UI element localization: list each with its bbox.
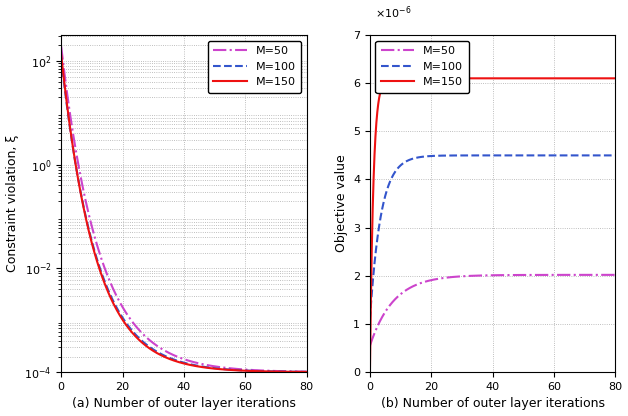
M=150 (200, 365, 207, 370)
M=150 (381, 79, 389, 84)
M=150 (553, 76, 560, 81)
M=100 (366, 317, 374, 322)
M=50 (509, 272, 516, 277)
M=150 (57, 52, 65, 57)
M=100 (269, 369, 276, 374)
X-axis label: (b) Number of outer layer iterations: (b) Number of outer layer iterations (381, 397, 605, 411)
M=100 (578, 153, 585, 158)
Line: M=100: M=100 (61, 58, 306, 372)
M=150 (612, 76, 619, 81)
M=100 (612, 153, 619, 158)
M=50 (244, 367, 251, 372)
M=150 (303, 369, 310, 374)
M=150 (214, 366, 221, 371)
M=150 (244, 368, 251, 373)
Line: M=150: M=150 (370, 78, 615, 372)
M=100 (303, 369, 310, 374)
M=100 (207, 365, 214, 370)
Y-axis label: Objective value: Objective value (335, 155, 347, 253)
M=100 (214, 366, 221, 371)
M=150 (72, 166, 80, 171)
M=50 (522, 272, 530, 277)
M=50 (214, 364, 221, 369)
M=50 (552, 272, 560, 277)
M=100 (381, 194, 389, 199)
Text: $\times10^{-6}$: $\times10^{-6}$ (375, 5, 411, 22)
M=100 (244, 368, 251, 373)
Line: M=150: M=150 (61, 54, 306, 372)
M=50 (381, 310, 389, 315)
Line: M=50: M=50 (370, 275, 615, 346)
M=150 (493, 76, 501, 81)
M=100 (72, 166, 80, 171)
M=50 (200, 362, 207, 367)
Y-axis label: Constraint violation, ξ: Constraint violation, ξ (6, 135, 19, 272)
M=150 (366, 370, 374, 375)
M=50 (207, 363, 214, 368)
M=50 (366, 343, 374, 348)
M=50 (57, 44, 65, 49)
Line: M=100: M=100 (370, 156, 615, 319)
M=100 (515, 153, 522, 158)
M=100 (552, 153, 560, 158)
X-axis label: (a) Number of outer layer iterations: (a) Number of outer layer iterations (72, 397, 296, 411)
M=150 (523, 76, 531, 81)
M=50 (303, 369, 310, 374)
M=150 (578, 76, 585, 81)
M=100 (200, 364, 207, 369)
Legend: M=50, M=100, M=150: M=50, M=100, M=150 (376, 40, 469, 93)
M=150 (207, 366, 214, 371)
M=100 (509, 153, 516, 158)
M=150 (269, 369, 276, 374)
M=50 (612, 272, 619, 277)
M=150 (516, 76, 523, 81)
Legend: M=50, M=100, M=150: M=50, M=100, M=150 (208, 40, 301, 93)
M=50 (515, 272, 522, 277)
M=150 (509, 76, 517, 81)
M=50 (578, 272, 585, 277)
M=100 (522, 153, 530, 158)
M=50 (72, 150, 80, 155)
M=100 (57, 56, 65, 61)
M=50 (269, 369, 276, 374)
Line: M=50: M=50 (61, 46, 306, 371)
